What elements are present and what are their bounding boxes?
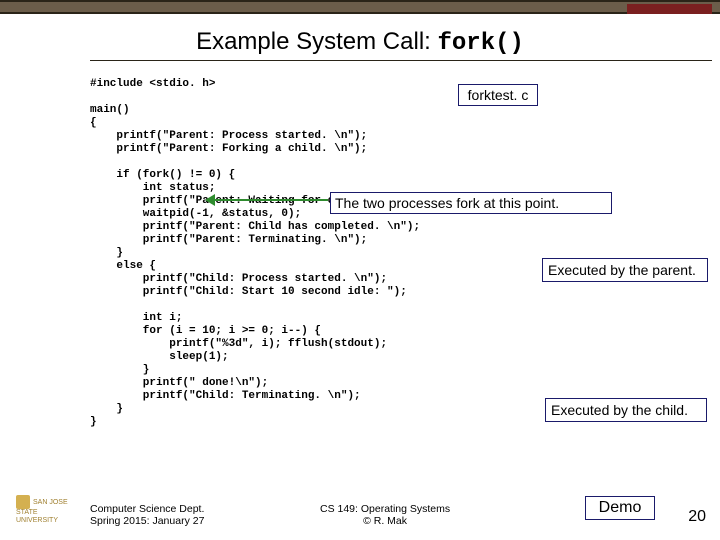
logo-icon bbox=[16, 495, 30, 509]
arrow-head-icon bbox=[205, 194, 215, 206]
header-bar bbox=[0, 0, 720, 14]
accent-bar bbox=[627, 4, 712, 14]
parent-annotation: Executed by the parent. bbox=[542, 258, 708, 282]
slide-title: Example System Call: fork() bbox=[0, 28, 720, 57]
fork-annotation: The two processes fork at this point. bbox=[330, 192, 612, 214]
footer-left: Computer Science Dept. Spring 2015: Janu… bbox=[90, 503, 204, 527]
footer-date: Spring 2015: January 27 bbox=[90, 515, 204, 527]
filename-label: forktest. c bbox=[458, 84, 538, 106]
footer-dept: Computer Science Dept. bbox=[90, 503, 204, 515]
child-annotation: Executed by the child. bbox=[545, 398, 707, 422]
title-code: fork() bbox=[437, 30, 523, 57]
page-number: 20 bbox=[688, 508, 706, 526]
footer-course: CS 149: Operating Systems bbox=[320, 503, 450, 515]
title-text: Example System Call: bbox=[196, 28, 437, 55]
code-block: #include <stdio. h> main() { printf("Par… bbox=[90, 78, 690, 429]
footer-author: © R. Mak bbox=[320, 515, 450, 527]
demo-label: Demo bbox=[585, 496, 655, 520]
arrow-line bbox=[210, 199, 328, 201]
footer-center: CS 149: Operating Systems © R. Mak bbox=[320, 503, 450, 527]
title-underline bbox=[90, 60, 712, 61]
university-logo: SAN JOSE STATE UNIVERSITY bbox=[16, 495, 76, 525]
